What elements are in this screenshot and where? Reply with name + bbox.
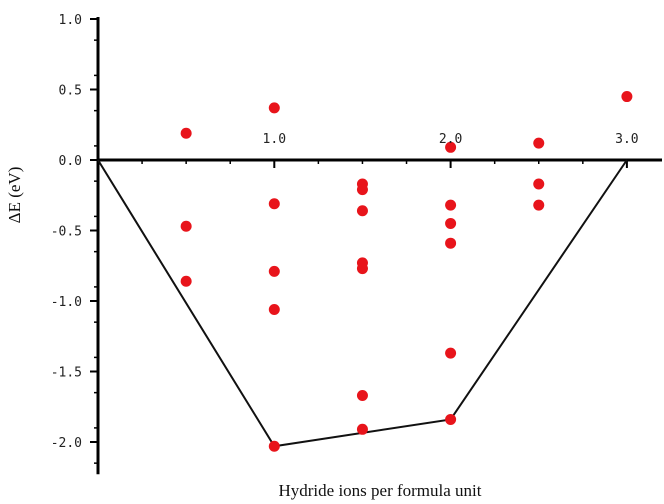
- data-point: [445, 217, 457, 229]
- y-axis-label: ΔE (eV): [5, 167, 24, 224]
- y-tick-label: 1.0: [59, 13, 82, 28]
- x-tick-label: 2.0: [439, 132, 462, 147]
- data-point: [180, 127, 192, 139]
- y-tick-label: -2.0: [51, 436, 82, 451]
- data-point: [356, 263, 368, 275]
- data-point: [445, 199, 457, 211]
- data-point: [268, 265, 280, 277]
- data-point: [180, 220, 192, 232]
- data-point: [356, 184, 368, 196]
- data-point: [533, 199, 545, 211]
- data-point: [356, 205, 368, 217]
- data-point: [533, 137, 545, 149]
- data-point: [445, 237, 457, 249]
- data-point: [356, 389, 368, 401]
- data-point: [268, 198, 280, 210]
- data-point: [268, 440, 280, 452]
- x-tick-label: 3.0: [615, 132, 638, 147]
- y-tick-label: 0.0: [59, 154, 82, 169]
- data-point: [180, 275, 192, 287]
- data-points: [180, 91, 633, 452]
- x-axis-label: Hydride ions per formula unit: [278, 481, 481, 500]
- data-point: [268, 303, 280, 315]
- data-point: [445, 347, 457, 359]
- data-point: [621, 91, 633, 103]
- y-tick-label: 0.5: [59, 84, 82, 99]
- axes: [90, 17, 662, 475]
- y-tick-label: -1.0: [51, 295, 82, 310]
- y-tick-label: -1.5: [51, 366, 82, 381]
- y-tick-label: -0.5: [51, 225, 82, 240]
- data-point: [533, 178, 545, 190]
- data-point: [268, 102, 280, 114]
- data-point: [356, 423, 368, 435]
- tick-labels: 1.0 0.5 0.0 -0.5 -1.0 -1.5 -2.0 1.0 2.0 3.0: [51, 13, 639, 451]
- data-point: [445, 413, 457, 425]
- convex-hull-line: [97, 159, 628, 448]
- data-point: [445, 141, 457, 153]
- convex-hull: [97, 159, 628, 448]
- x-tick-label: 1.0: [263, 132, 286, 147]
